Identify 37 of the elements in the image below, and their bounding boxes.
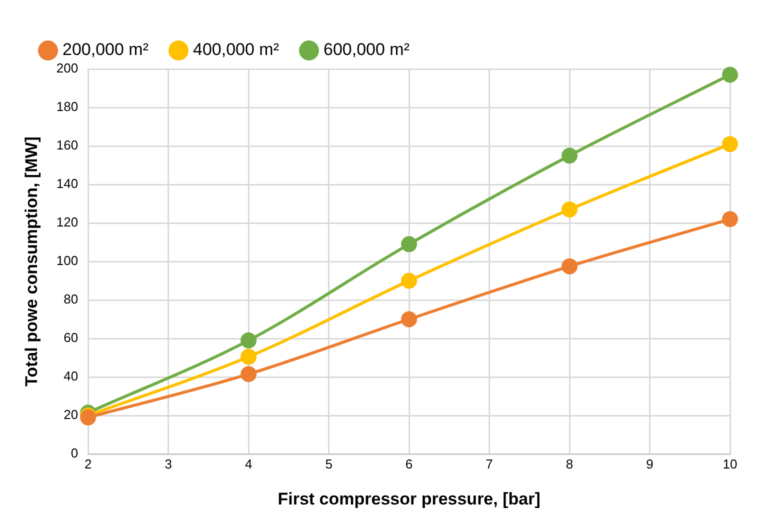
x-axis-title: First compressor pressure, [bar] <box>278 489 540 508</box>
y-tick-label: 200 <box>56 60 78 76</box>
point <box>401 311 418 328</box>
point <box>562 148 578 164</box>
x-tick-label: 6 <box>405 456 413 472</box>
y-tick-label: 80 <box>64 292 78 307</box>
y-tick-label: 20 <box>64 407 78 422</box>
x-tick-label: 10 <box>722 456 738 472</box>
point <box>562 202 578 218</box>
point <box>722 136 738 152</box>
legend-label: 200,000 m² <box>62 40 149 60</box>
legend-label: 400,000 m² <box>192 40 280 60</box>
x-tick-label: 8 <box>566 456 574 472</box>
x-tick-label: 4 <box>244 456 252 472</box>
y-axis-title: Total powe consumption, [MW] <box>22 136 41 386</box>
y-tick-label: 140 <box>56 176 78 192</box>
point <box>240 348 257 365</box>
point <box>401 236 418 252</box>
x-tick-label: 3 <box>164 456 172 472</box>
legend-label: 600,000 m² <box>323 40 410 60</box>
y-tick-label: 180 <box>56 99 78 114</box>
point <box>722 211 738 228</box>
point <box>722 66 738 83</box>
point <box>240 332 257 348</box>
x-tick-label: 7 <box>486 456 493 472</box>
y-tick-label: 60 <box>64 330 78 346</box>
y-tick-label: 160 <box>56 138 78 153</box>
point <box>562 258 578 274</box>
y-tick-label: 100 <box>56 253 78 268</box>
y-tick-label: 120 <box>56 214 78 230</box>
x-tick-label: 2 <box>84 456 92 472</box>
point <box>240 366 257 382</box>
x-tick-label: 9 <box>646 456 654 472</box>
point <box>401 272 418 289</box>
x-tick-label: 5 <box>325 456 332 472</box>
y-tick-label: 40 <box>64 368 78 384</box>
y-tick-label: 0 <box>70 446 78 461</box>
